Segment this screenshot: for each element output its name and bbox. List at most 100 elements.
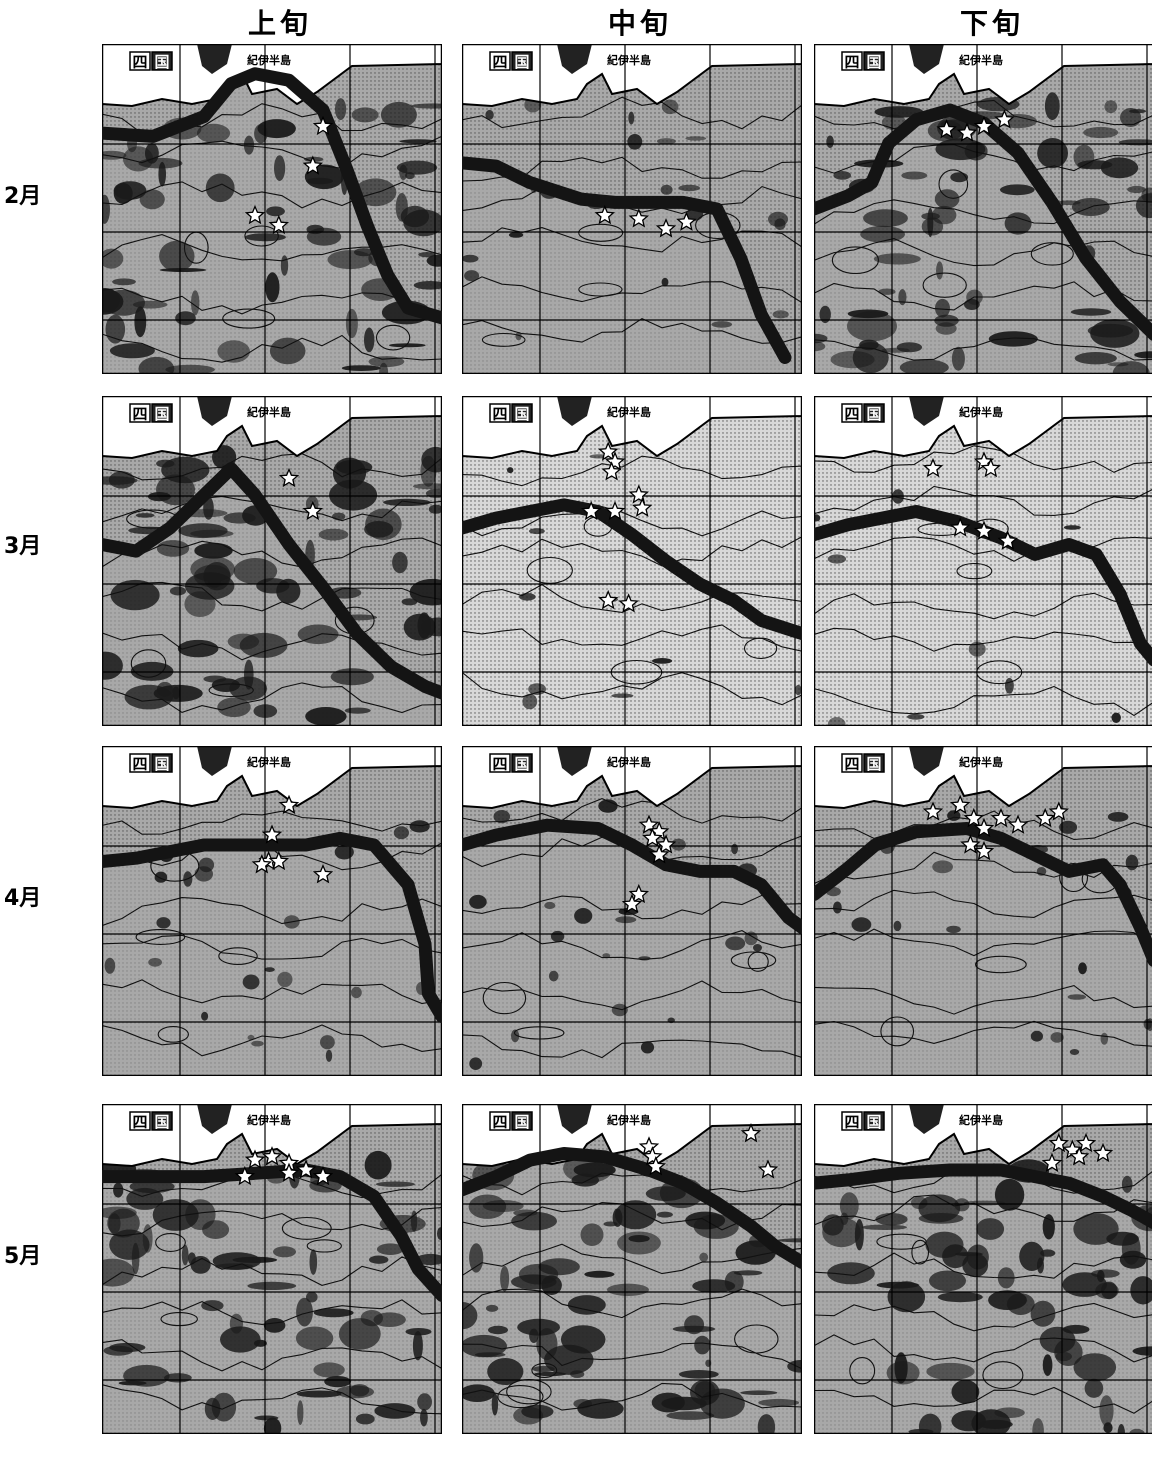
- shikoku-label-box: [841, 753, 863, 773]
- map-frame: [462, 396, 802, 726]
- star-markers: [234, 1146, 334, 1186]
- map-panel-r3-c0: 四国 紀伊半島: [102, 1104, 442, 1434]
- map-svg: 四国 紀伊半島: [102, 396, 442, 726]
- star-marker: [1041, 1152, 1063, 1173]
- offshore-water: [462, 825, 802, 1076]
- coast-rocks: [909, 1104, 944, 1134]
- map-panel-r3-c2: 四国 紀伊半島: [814, 1104, 1152, 1434]
- star-marker: [244, 1149, 266, 1169]
- coast-rocks: [197, 746, 232, 776]
- map-svg: 四国 紀伊半島: [462, 746, 802, 1076]
- star-markers: [581, 441, 653, 613]
- shikoku-label-1: 四: [132, 53, 147, 71]
- shikoku-label-1: 四: [844, 1113, 859, 1131]
- row-header-may: 5月: [4, 1244, 42, 1269]
- coastline-land: [462, 746, 802, 810]
- offshore-water: [814, 1170, 1152, 1434]
- shikoku-label-2: 国: [514, 405, 529, 423]
- map-svg: 四国 紀伊半島: [814, 396, 1152, 726]
- map-frame: [814, 396, 1152, 726]
- star-marker: [645, 1156, 666, 1176]
- kii-peninsula-label: 紀伊半島: [607, 405, 651, 419]
- star-marker: [740, 1123, 762, 1143]
- star-marker: [621, 893, 643, 914]
- kuroshio-current-path: [102, 462, 442, 700]
- star-marker: [604, 500, 626, 521]
- offshore-water: [102, 1170, 442, 1434]
- star-marker: [581, 500, 602, 521]
- star-marker: [649, 844, 670, 864]
- map-svg: 四国 紀伊半島: [462, 1104, 802, 1434]
- star-marker: [261, 824, 283, 844]
- column-header-late: 下旬: [959, 7, 1024, 40]
- shikoku-label-1: 四: [844, 755, 859, 773]
- shikoku-label-2: 国: [866, 755, 881, 773]
- star-markers: [621, 814, 677, 914]
- star-marker: [628, 883, 649, 904]
- shikoku-label-1: 四: [492, 755, 507, 773]
- star-marker: [628, 484, 649, 504]
- map-svg: 四国 紀伊半島: [814, 44, 1152, 374]
- shikoku-label-box: [841, 1111, 863, 1131]
- map-panel-r1-c1: 四国 紀伊半島: [462, 396, 802, 726]
- map-svg: 四国 紀伊半島: [814, 746, 1152, 1076]
- star-markers: [251, 794, 334, 884]
- star-marker: [973, 840, 995, 861]
- star-marker: [278, 1162, 300, 1182]
- coast-rocks: [557, 396, 592, 426]
- star-marker: [757, 1159, 779, 1179]
- map-svg: 四国 紀伊半島: [102, 746, 442, 1076]
- shikoku-label-1: 四: [492, 405, 507, 423]
- shikoku-label-2: 国: [154, 1113, 169, 1131]
- star-marker: [1092, 1142, 1114, 1163]
- coast-rocks: [909, 44, 944, 74]
- shikoku-label-box: [151, 51, 173, 71]
- shikoku-label-box: [151, 753, 173, 773]
- kuroshio-current-path: [462, 498, 802, 641]
- shikoku-label-2: 国: [514, 755, 529, 773]
- shikoku-label-1: 四: [844, 53, 859, 71]
- star-marker: [973, 520, 995, 540]
- kuroshio-current-path: [102, 67, 442, 325]
- isotherm-contours: [814, 810, 1152, 1047]
- star-marker: [973, 817, 995, 838]
- star-marker: [312, 115, 334, 136]
- map-panel-r1-c2: 四国 紀伊半島: [814, 396, 1152, 726]
- shikoku-label-box: [129, 753, 151, 773]
- star-marker: [312, 864, 334, 884]
- shikoku-label-2: 国: [866, 405, 881, 423]
- star-marker: [234, 1165, 255, 1186]
- map-panel-r3-c1: 四国 紀伊半島: [462, 1104, 802, 1434]
- map-svg: 四国 紀伊半島: [462, 396, 802, 726]
- star-marker: [980, 457, 1001, 478]
- star-marker: [628, 208, 649, 228]
- shikoku-label-2: 国: [154, 755, 169, 773]
- coastline-land: [462, 396, 802, 460]
- map-panel-r2-c1: 四国 紀伊半島: [462, 746, 802, 1076]
- map-panel-r1-c0: 四国 紀伊半島: [102, 396, 442, 726]
- star-marker: [618, 593, 639, 613]
- coastline-land: [102, 396, 442, 460]
- shikoku-label-1: 四: [844, 405, 859, 423]
- coast-rocks: [557, 1104, 592, 1134]
- star-marker: [598, 441, 619, 461]
- star-marker: [302, 155, 323, 175]
- shikoku-label-1: 四: [132, 1113, 147, 1131]
- kuroshio-current-path: [814, 822, 1152, 967]
- coast-rocks: [197, 1104, 232, 1134]
- coastline-land: [102, 746, 442, 810]
- isotherm-contours: [462, 798, 802, 1059]
- map-frame: [102, 1104, 442, 1434]
- star-markers: [936, 109, 1015, 142]
- kii-peninsula-label: 紀伊半島: [607, 53, 651, 67]
- map-panel-r0-c1: 四国 紀伊半島: [462, 44, 802, 374]
- star-marker: [1069, 1146, 1090, 1166]
- kuroshio-current-path: [814, 505, 1152, 667]
- isotherm-contours: [814, 99, 1152, 361]
- lat-long-grid: [814, 396, 1152, 726]
- star-markers: [244, 115, 334, 235]
- lat-long-grid: [102, 44, 442, 374]
- star-marker: [950, 517, 971, 537]
- lat-long-grid: [102, 746, 442, 1076]
- star-markers: [1041, 1132, 1114, 1173]
